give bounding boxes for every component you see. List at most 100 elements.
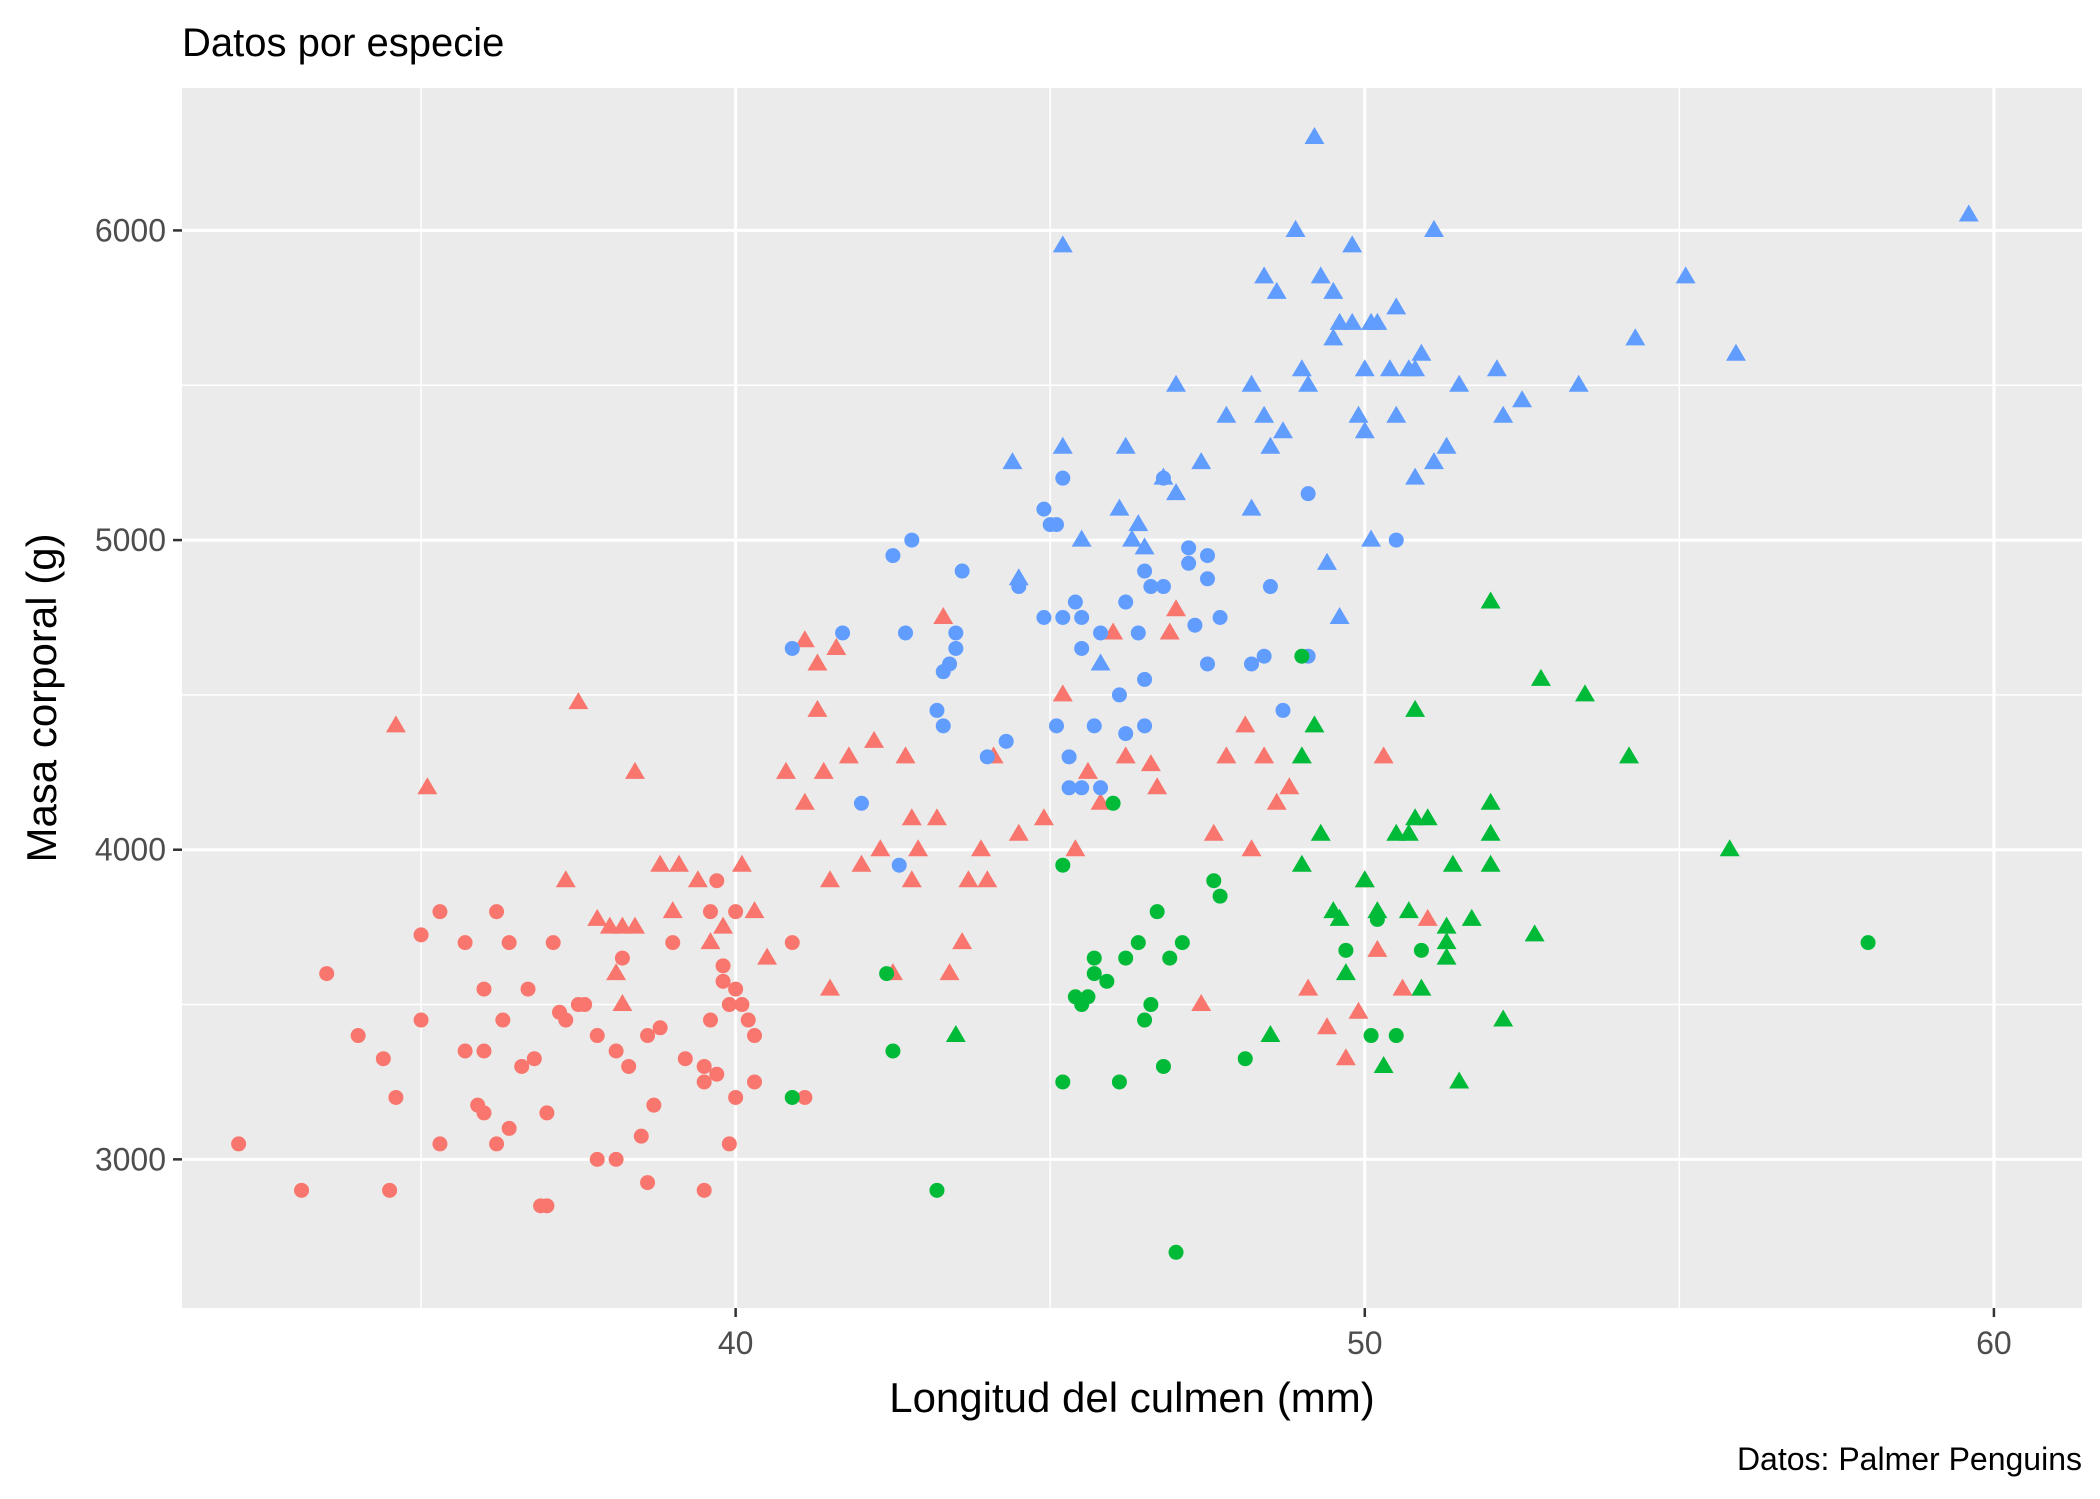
data-point xyxy=(784,1089,800,1105)
data-point xyxy=(1342,312,1363,330)
data-point xyxy=(1398,901,1419,919)
data-point xyxy=(1216,405,1237,423)
data-point xyxy=(1279,777,1300,795)
data-point xyxy=(1436,916,1457,934)
data-point xyxy=(1118,726,1134,742)
data-point xyxy=(702,1012,718,1028)
data-point xyxy=(952,932,973,950)
data-point xyxy=(1958,204,1979,222)
data-point xyxy=(998,733,1014,749)
data-point xyxy=(319,966,335,982)
data-point xyxy=(1002,452,1023,470)
data-point xyxy=(1191,452,1212,470)
data-point xyxy=(948,640,964,656)
data-point xyxy=(457,1043,473,1059)
data-point xyxy=(555,870,576,888)
data-point xyxy=(696,1182,712,1198)
x-axis-title: Longitud del culmen (mm) xyxy=(889,1374,1375,1421)
data-point xyxy=(1379,359,1400,377)
data-point xyxy=(1254,746,1275,764)
data-point xyxy=(1294,648,1310,664)
data-point xyxy=(1304,715,1325,733)
data-point xyxy=(929,1182,945,1198)
data-point xyxy=(514,1058,530,1074)
data-point xyxy=(1398,823,1419,841)
data-point xyxy=(1049,718,1065,734)
axes: 40 50 60 3000 4000 5000 6000 xyxy=(95,212,2012,1361)
data-point xyxy=(1067,594,1083,610)
data-point xyxy=(838,746,859,764)
data-point xyxy=(1122,529,1142,547)
data-point xyxy=(388,1089,404,1105)
data-point xyxy=(904,532,920,548)
data-point xyxy=(1361,529,1382,547)
data-point xyxy=(612,916,633,934)
data-point xyxy=(1174,935,1190,951)
data-point xyxy=(1203,823,1224,841)
data-point xyxy=(1155,579,1171,595)
data-point xyxy=(1386,297,1407,315)
data-point xyxy=(495,1012,511,1028)
data-point xyxy=(1093,625,1109,641)
data-point xyxy=(721,997,737,1013)
data-point xyxy=(820,870,840,888)
data-point xyxy=(501,1120,517,1136)
data-point xyxy=(1493,1009,1514,1027)
data-point xyxy=(1212,609,1228,625)
data-point xyxy=(1244,656,1260,672)
data-point xyxy=(1187,617,1203,633)
data-point xyxy=(1442,854,1463,872)
data-point xyxy=(1241,374,1262,392)
data-point xyxy=(1199,656,1215,672)
data-point xyxy=(539,1105,555,1121)
data-point xyxy=(1480,854,1501,872)
data-point xyxy=(568,692,589,710)
data-point xyxy=(1086,966,1102,982)
data-point xyxy=(1199,548,1215,564)
x-tick-label: 50 xyxy=(1347,1325,1383,1361)
data-point xyxy=(1367,312,1388,330)
y-tick-label: 3000 xyxy=(95,1141,166,1177)
data-point xyxy=(1052,436,1073,454)
data-point xyxy=(413,927,429,943)
data-point xyxy=(1342,235,1363,253)
data-point xyxy=(1405,699,1426,717)
data-point xyxy=(1137,563,1153,579)
data-point xyxy=(721,1136,737,1152)
data-point xyxy=(794,792,815,810)
data-point xyxy=(747,1028,763,1044)
data-point xyxy=(520,981,536,997)
data-point xyxy=(1625,328,1646,346)
data-point xyxy=(948,625,964,641)
data-point xyxy=(558,1012,574,1028)
data-point xyxy=(926,808,947,826)
data-point xyxy=(1392,978,1413,996)
data-point xyxy=(1260,1025,1281,1043)
data-point xyxy=(1147,777,1168,795)
data-point xyxy=(1348,1001,1369,1019)
data-point xyxy=(1111,1074,1127,1090)
data-point xyxy=(1373,1055,1394,1073)
data-point xyxy=(1273,421,1293,439)
data-point xyxy=(1619,746,1639,764)
data-point xyxy=(1080,989,1096,1005)
data-point xyxy=(385,715,406,733)
data-point xyxy=(1291,746,1312,764)
data-point xyxy=(1329,606,1350,625)
data-point xyxy=(895,746,916,764)
data-point xyxy=(1111,687,1127,703)
data-point xyxy=(606,963,627,981)
data-point xyxy=(1417,908,1438,926)
data-point xyxy=(971,839,991,857)
data-point xyxy=(1137,718,1153,734)
data-point xyxy=(1480,591,1501,609)
data-point xyxy=(1155,1058,1171,1074)
data-point xyxy=(665,935,681,951)
data-point xyxy=(885,548,901,564)
data-point xyxy=(1323,281,1344,299)
data-point xyxy=(646,1097,662,1113)
data-point xyxy=(835,625,851,641)
data-point xyxy=(1436,932,1457,950)
data-point xyxy=(929,702,945,718)
data-point xyxy=(1348,405,1369,423)
